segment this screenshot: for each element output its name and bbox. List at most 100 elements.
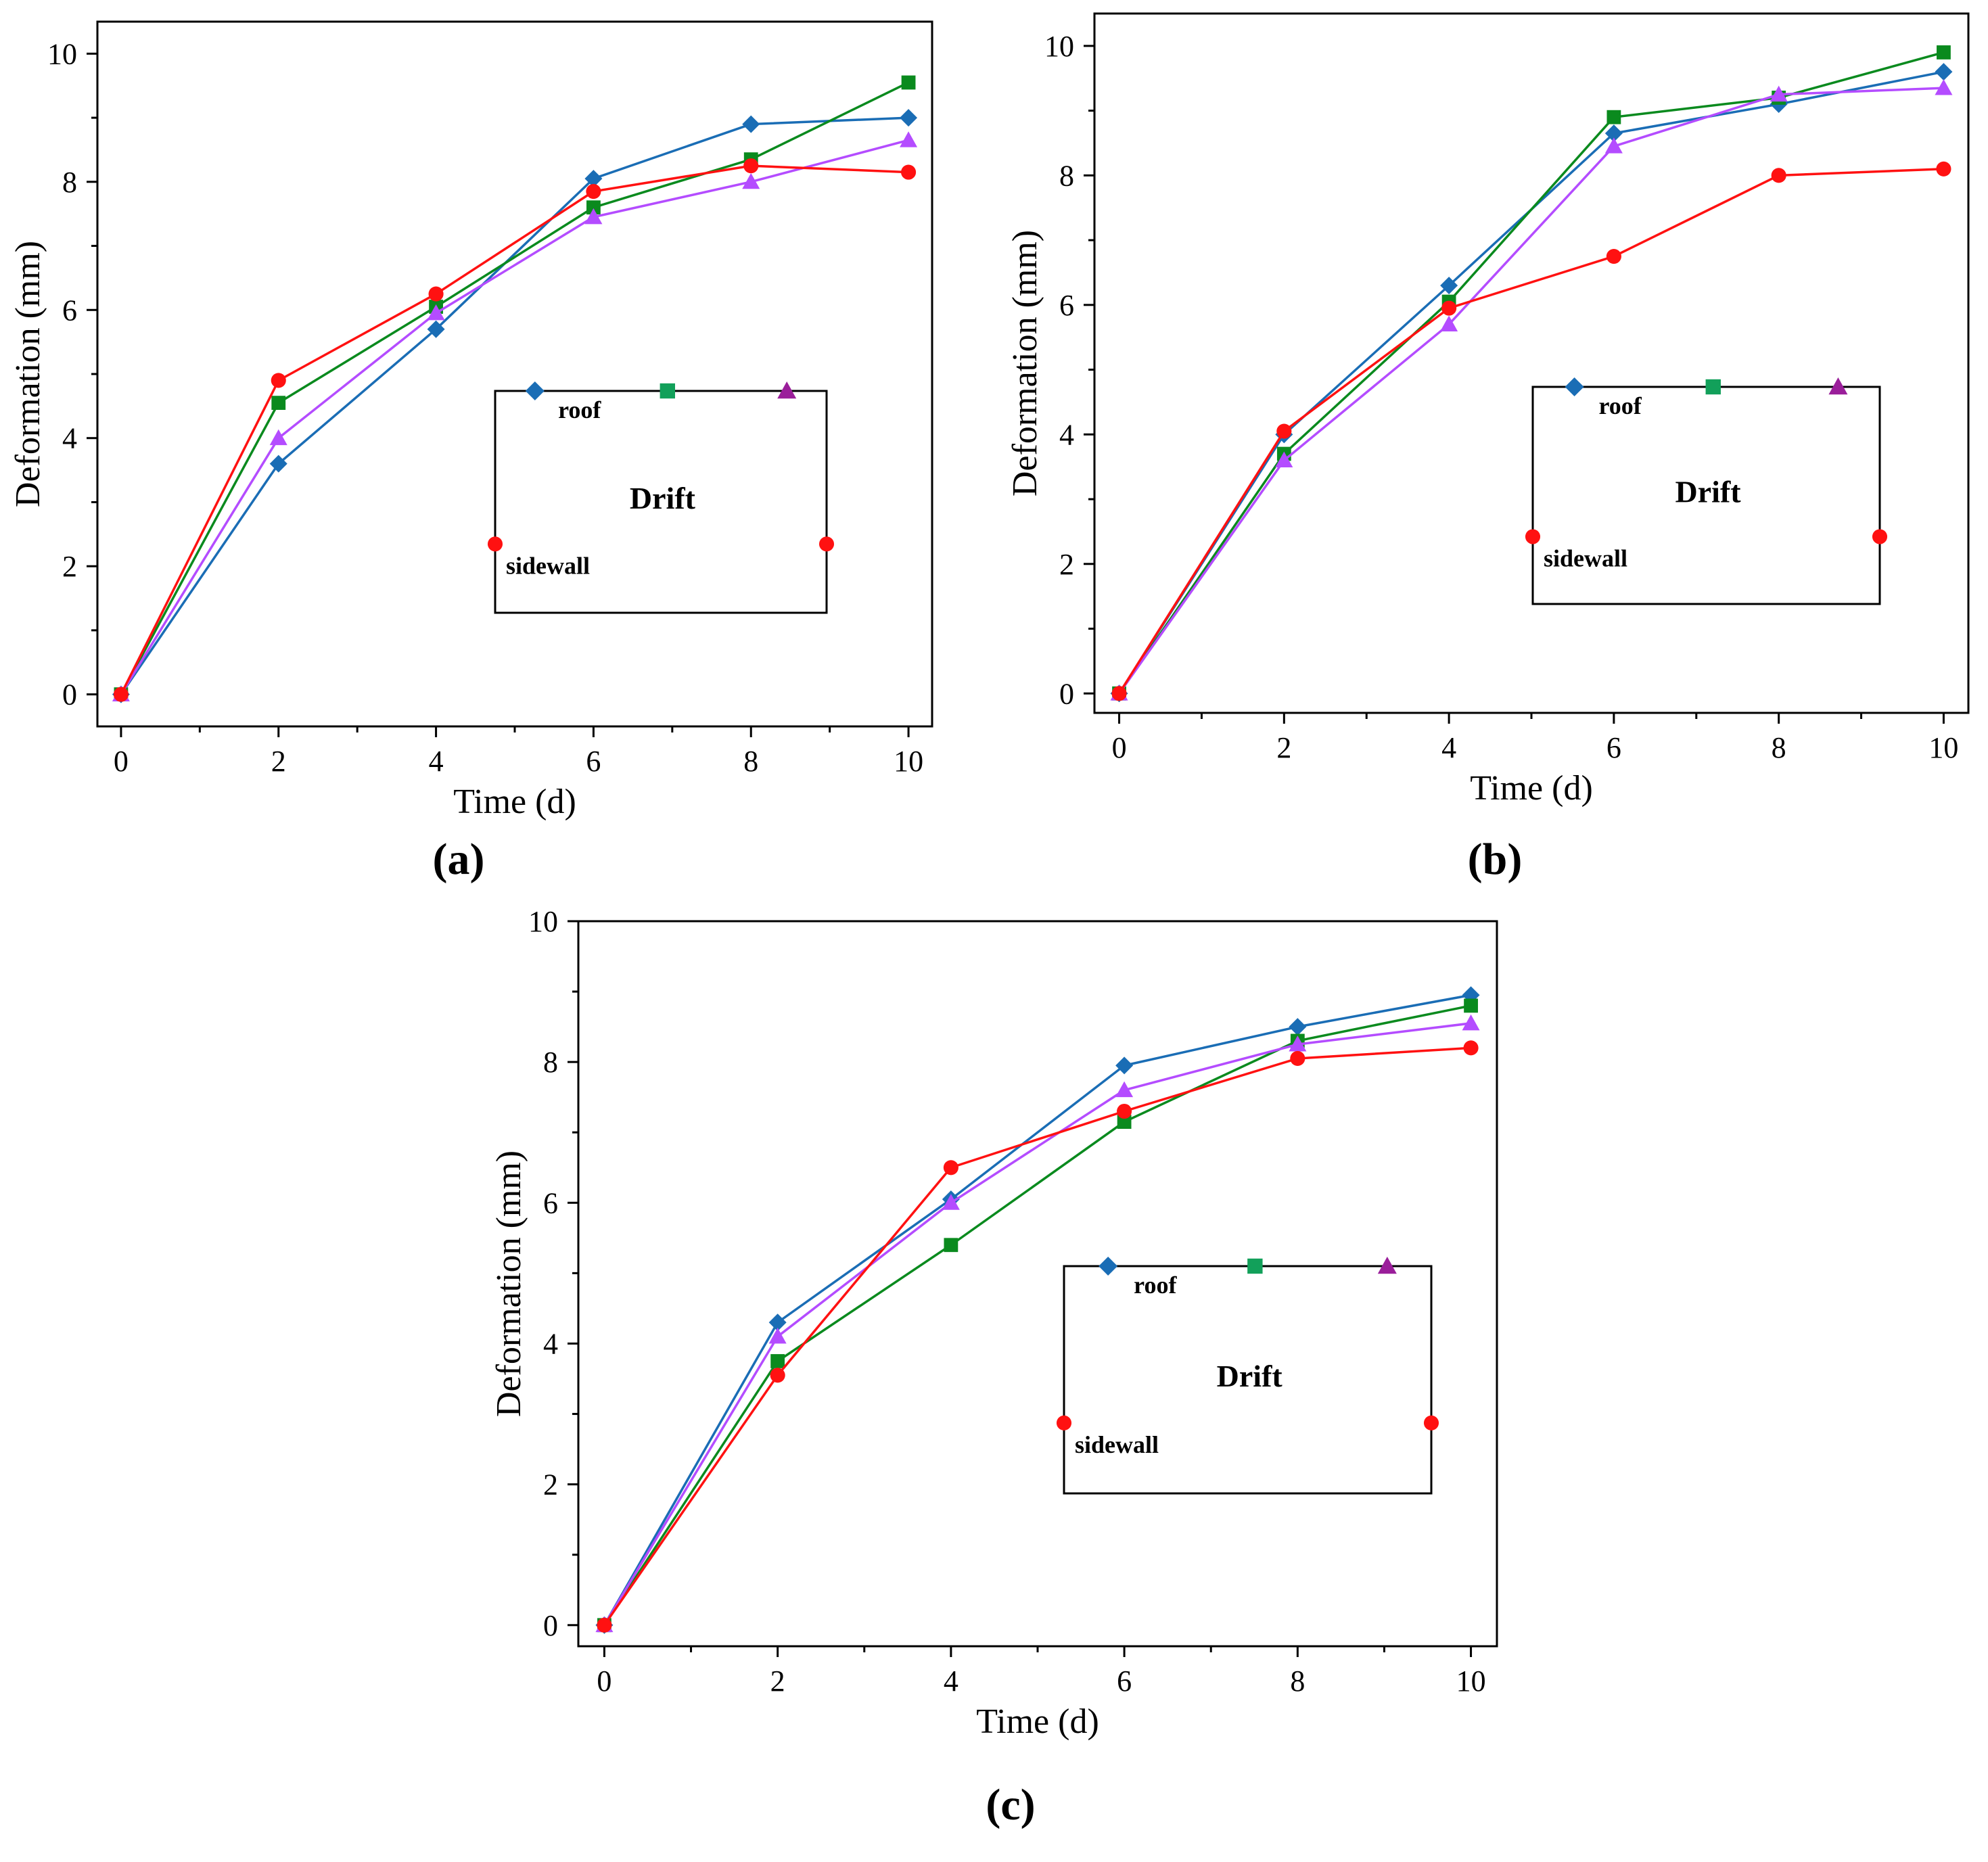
data-point-green <box>271 396 286 411</box>
data-point-sidewall <box>1936 161 1951 177</box>
x-tick-label: 6 <box>1117 1665 1132 1698</box>
x-tick-label: 4 <box>1441 731 1456 764</box>
series-line-violet <box>603 1022 1471 1626</box>
data-point-sidewall <box>271 373 286 388</box>
legend-marker-sidewall-left <box>1056 1415 1072 1430</box>
legend-frame <box>1531 386 1881 605</box>
panel-label: (a) <box>433 835 485 884</box>
series-line-sidewall <box>120 164 909 695</box>
data-point-sidewall <box>586 183 601 200</box>
legend-marker-roof <box>1099 1257 1118 1276</box>
data-point-sidewall <box>1290 1050 1305 1067</box>
y-tick-label: 8 <box>1059 159 1074 192</box>
series-line-violet <box>1118 87 1944 695</box>
data-point-green <box>1606 110 1621 124</box>
data-point-violet <box>768 1328 787 1344</box>
x-tick-label: 4 <box>429 745 444 778</box>
x-tick-label: 8 <box>1772 731 1786 764</box>
data-point-roof <box>1115 1056 1134 1075</box>
data-point-sidewall <box>597 1617 612 1633</box>
x-tick-label: 6 <box>1606 731 1621 764</box>
data-point-violet <box>942 1194 960 1210</box>
y-tick-label: 0 <box>62 678 77 712</box>
data-point-sidewall <box>428 286 444 302</box>
y-tick-label: 4 <box>543 1327 558 1360</box>
legend-title: Drift <box>1675 475 1742 509</box>
x-tick-label: 6 <box>586 745 601 778</box>
data-point-sidewall <box>1771 168 1786 183</box>
x-tick-label: 0 <box>597 1665 611 1698</box>
y-tick-label: 8 <box>543 1046 558 1079</box>
data-point-roof <box>900 109 918 127</box>
legend: roof sidewall Drift <box>487 381 835 614</box>
legend-label-roof: roof <box>1598 392 1642 419</box>
x-tick-label: 0 <box>114 745 129 778</box>
data-point-sidewall <box>770 1368 785 1383</box>
data-point-violet <box>269 429 287 446</box>
data-point-violet <box>1935 79 1953 95</box>
data-point-roof <box>768 1313 787 1332</box>
y-tick-label: 0 <box>543 1609 558 1642</box>
data-point-roof <box>1289 1018 1307 1036</box>
legend-marker-green <box>660 383 675 399</box>
x-tick-label: 8 <box>1290 1665 1305 1698</box>
data-point-violet <box>1770 85 1788 102</box>
x-tick-label: 8 <box>743 745 758 778</box>
legend-marker-violet <box>777 381 797 399</box>
data-point-sidewall <box>743 158 759 174</box>
data-point-violet <box>900 131 918 147</box>
data-point-green <box>770 1354 785 1368</box>
data-point-sidewall <box>1463 1040 1479 1056</box>
x-axis-title: Time (d) <box>976 1702 1099 1741</box>
data-point-sidewall <box>1111 686 1127 701</box>
x-tick-label: 2 <box>770 1665 785 1698</box>
legend-marker-sidewall-right <box>818 536 835 552</box>
data-point-sidewall <box>901 164 917 180</box>
y-tick-label: 6 <box>1059 289 1074 322</box>
plot-frame <box>96 20 933 728</box>
series-line-sidewall <box>603 1046 1471 1626</box>
panel-label: (c) <box>986 1780 1035 1830</box>
data-point-roof <box>427 320 445 338</box>
legend-label-roof: roof <box>1134 1272 1177 1299</box>
legend-marker-sidewall-left <box>487 536 503 552</box>
series-line-green <box>1118 51 1944 695</box>
data-point-green <box>1937 45 1951 60</box>
y-tick-label: 4 <box>62 422 77 455</box>
series-line-roof <box>120 116 909 695</box>
y-tick-label: 0 <box>1059 677 1074 710</box>
y-tick-label: 6 <box>543 1186 558 1219</box>
x-tick-label: 10 <box>1928 731 1958 764</box>
legend-marker-green <box>1705 379 1721 395</box>
y-tick-label: 8 <box>62 166 77 199</box>
y-axis-title: Deformation (mm) <box>9 241 47 507</box>
data-point-green <box>901 75 916 90</box>
data-point-roof <box>1935 63 1953 81</box>
chart-panel-b: 0 2 4 6 8 10 0 2 4 6 8 10 Time (d) Deformation (mm) ro… <box>1006 12 1970 884</box>
legend-title: Drift <box>630 481 696 515</box>
data-point-sidewall <box>943 1160 958 1176</box>
data-point-roof <box>1604 124 1623 143</box>
data-point-roof <box>742 115 760 133</box>
legend-marker-green <box>1247 1258 1263 1274</box>
legend-marker-sidewall-right <box>1872 529 1888 544</box>
chart-panel-c: 0 2 4 6 8 10 0 2 4 6 8 10 Time (d) Deformation (mm) ro… <box>490 905 1498 1830</box>
legend: roof sidewall Drift <box>1056 1257 1439 1495</box>
data-point-roof <box>1440 277 1458 295</box>
data-point-violet <box>1289 1035 1307 1052</box>
data-point-green <box>1117 1115 1132 1130</box>
panel-label: (b) <box>1468 835 1523 884</box>
data-point-green <box>1464 998 1478 1013</box>
data-point-violet <box>742 172 760 189</box>
x-tick-label: 10 <box>1456 1665 1486 1698</box>
legend-marker-sidewall-left <box>1525 529 1541 544</box>
legend-title: Drift <box>1217 1359 1283 1393</box>
data-point-violet <box>1275 451 1293 468</box>
y-tick-label: 10 <box>47 37 77 70</box>
data-point-green <box>944 1238 958 1253</box>
y-tick-label: 2 <box>62 550 77 583</box>
legend-label-sidewall: sidewall <box>1544 544 1627 572</box>
legend-frame <box>494 390 828 614</box>
legend: roof sidewall Drift <box>1525 377 1888 605</box>
